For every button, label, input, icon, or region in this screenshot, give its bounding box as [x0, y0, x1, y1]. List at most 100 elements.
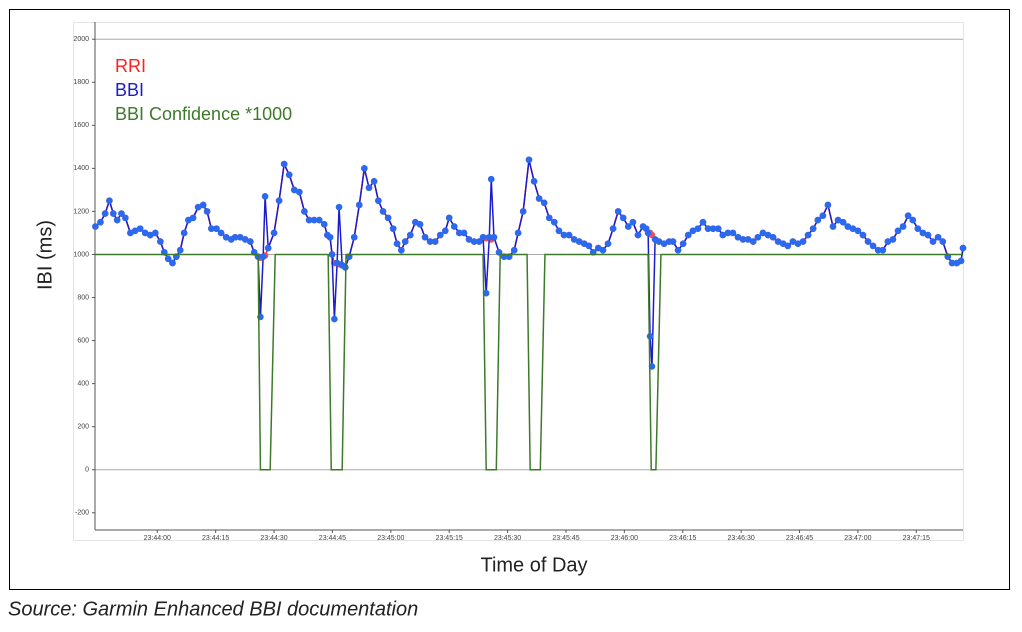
- data-point: [261, 193, 269, 200]
- data-point: [899, 223, 907, 230]
- data-point: [769, 233, 777, 241]
- data-point: [290, 186, 298, 194]
- data-point: [764, 231, 772, 239]
- data-point: [914, 225, 922, 232]
- series-line: [94, 159, 964, 269]
- data-point: [456, 229, 463, 237]
- data-point: [331, 315, 338, 323]
- data-point: [365, 184, 373, 192]
- data-point: [889, 236, 897, 243]
- x-tick-label: 23:45:45: [552, 535, 579, 542]
- y-tick-label: 1800: [73, 79, 89, 86]
- x-tick-label: 23:45:15: [436, 535, 463, 542]
- data-point: [864, 238, 872, 245]
- y-tick-label: 600: [77, 337, 89, 344]
- data-point: [442, 227, 449, 235]
- data-point: [157, 238, 164, 245]
- data-point: [784, 242, 792, 250]
- data-point: [699, 218, 707, 226]
- data-point: [479, 233, 487, 241]
- x-tick-label: 23:44:30: [260, 535, 287, 542]
- data-point: [431, 238, 439, 245]
- data-point: [375, 197, 382, 204]
- data-point: [231, 233, 239, 241]
- data-point: [609, 225, 617, 232]
- y-tick-label: 2000: [73, 36, 89, 43]
- data-point: [236, 233, 244, 241]
- data-point: [101, 210, 109, 217]
- data-point: [575, 238, 583, 245]
- data-point: [709, 225, 717, 232]
- data-point: [510, 246, 518, 254]
- data-point: [326, 233, 334, 241]
- data-point: [754, 233, 762, 241]
- data-point: [739, 236, 747, 243]
- data-point: [634, 231, 642, 239]
- data-point: [644, 229, 652, 237]
- data-point: [957, 257, 965, 265]
- data-point: [194, 203, 202, 211]
- x-tick-label: 23:44:15: [202, 535, 229, 542]
- data-point: [305, 216, 313, 224]
- data-point: [629, 218, 637, 226]
- data-point: [152, 229, 159, 237]
- data-point: [689, 227, 697, 235]
- data-point: [247, 238, 254, 245]
- x-tick-label: 23:45:00: [377, 535, 404, 542]
- data-point: [335, 203, 343, 211]
- data-point: [92, 223, 99, 230]
- data-point: [361, 165, 368, 172]
- data-point: [585, 242, 593, 250]
- data-point: [794, 240, 802, 248]
- y-tick-label: 200: [77, 424, 89, 431]
- data-point: [660, 240, 668, 248]
- data-point: [146, 231, 154, 239]
- legend-entry: RRI: [115, 56, 146, 76]
- data-point: [535, 195, 543, 202]
- data-point: [844, 223, 852, 230]
- data-point: [301, 208, 308, 215]
- data-point: [259, 253, 267, 260]
- data-point: [350, 233, 358, 241]
- y-tick-label: -200: [75, 510, 89, 517]
- data-point: [684, 231, 692, 239]
- y-axis-label: IBI (ms): [34, 220, 56, 290]
- data-point: [714, 225, 722, 232]
- x-tick-label: 23:44:00: [144, 535, 171, 542]
- data-point: [333, 259, 341, 267]
- data-point: [475, 238, 483, 245]
- data-point: [199, 201, 207, 209]
- x-tick-label: 23:47:15: [903, 535, 930, 542]
- data-point: [217, 229, 225, 237]
- x-tick-label: 23:46:30: [728, 535, 755, 542]
- data-point: [113, 216, 121, 224]
- data-point: [176, 246, 184, 254]
- data-point: [799, 238, 807, 245]
- data-point: [275, 197, 283, 204]
- data-point: [189, 214, 197, 222]
- x-axis-label: Time of Day: [480, 554, 587, 576]
- data-point: [398, 246, 405, 254]
- data-point: [789, 238, 797, 245]
- data-point: [370, 177, 378, 185]
- data-point: [203, 208, 211, 215]
- data-point: [465, 236, 473, 243]
- y-tick-label: 1600: [73, 122, 89, 129]
- data-point: [694, 225, 702, 232]
- data-point: [320, 221, 328, 228]
- data-point: [545, 214, 553, 222]
- y-tick-label: 1000: [73, 251, 89, 258]
- data-point: [824, 201, 832, 209]
- data-point: [724, 229, 732, 237]
- data-point: [555, 227, 563, 235]
- data-point: [106, 197, 113, 204]
- data-point: [909, 216, 917, 224]
- data-point: [819, 212, 827, 220]
- data-point: [859, 231, 867, 239]
- data-point: [379, 208, 387, 215]
- data-point: [445, 214, 453, 222]
- data-point: [280, 160, 288, 168]
- data-point: [959, 244, 967, 252]
- data-point: [774, 238, 782, 245]
